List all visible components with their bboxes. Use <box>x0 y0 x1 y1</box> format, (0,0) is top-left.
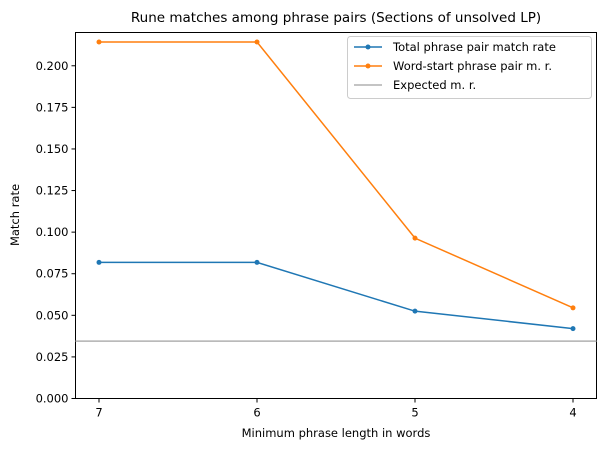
series-0 <box>96 259 576 332</box>
legend: Total phrase pair match rate Word-start p… <box>347 36 592 99</box>
y-tick-label: 0.150 <box>36 142 69 156</box>
legend-box <box>347 36 592 99</box>
chart-title: Rune matches among phrase pairs (Section… <box>131 10 541 26</box>
data-series <box>96 39 576 332</box>
data-point <box>412 308 418 314</box>
data-point <box>570 326 576 332</box>
y-axis-ticks: 0.000 0.025 0.050 0.075 0.100 0.125 0.150 0.175… <box>36 59 76 406</box>
legend-marker <box>365 44 371 50</box>
y-tick-label: 0.200 <box>36 59 69 73</box>
legend-label: Total phrase pair match rate <box>392 40 556 54</box>
x-tick-label: 7 <box>95 406 102 420</box>
series-line <box>99 261 574 330</box>
x-tick-label: 4 <box>569 406 576 420</box>
x-axis-ticks: 7 6 5 4 <box>95 398 577 420</box>
data-point <box>254 39 260 45</box>
x-tick-label: 5 <box>411 406 418 420</box>
plot-area <box>75 32 597 399</box>
y-tick-label: 0.050 <box>36 308 69 322</box>
series-1 <box>96 39 576 311</box>
data-point <box>96 39 102 45</box>
series-line <box>99 41 574 309</box>
legend-label: Word-start phrase pair m. r. <box>393 59 552 73</box>
data-point <box>96 259 102 265</box>
y-tick-label: 0.075 <box>36 267 69 281</box>
data-point <box>412 235 418 241</box>
x-axis-label: Minimum phrase length in words <box>242 426 431 440</box>
data-point <box>570 305 576 311</box>
legend-marker <box>365 63 371 69</box>
x-tick-label: 6 <box>253 406 260 420</box>
data-point <box>254 259 260 265</box>
y-tick-label: 0.025 <box>36 350 69 364</box>
y-tick-label: 0.125 <box>36 184 69 198</box>
y-axis-label: Match rate <box>8 184 22 246</box>
y-tick-label: 0.000 <box>36 392 69 406</box>
y-tick-label: 0.100 <box>36 225 69 239</box>
y-tick-label: 0.175 <box>36 100 69 114</box>
legend-label: Expected m. r. <box>393 78 476 92</box>
